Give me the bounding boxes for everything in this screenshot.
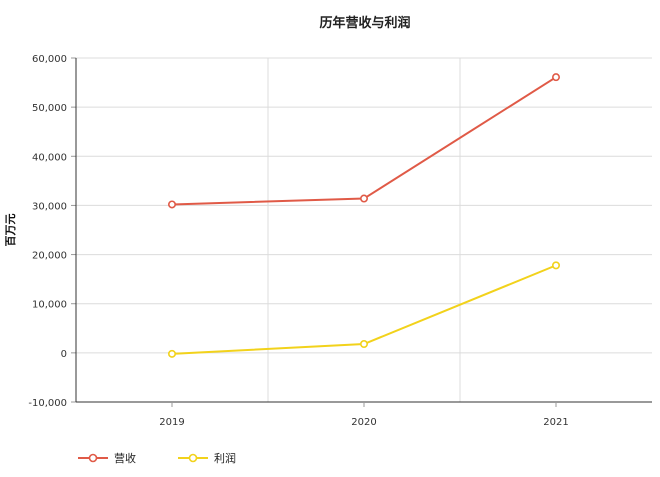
data-point-0-2 <box>551 73 560 82</box>
legend-label-revenue: 营收 <box>114 452 136 465</box>
y-tick-label: 40,000 <box>32 152 67 163</box>
y-tick-label: 50,000 <box>32 103 67 114</box>
chart-title: 历年营收与利润 <box>319 16 411 31</box>
legend-label-profit: 利润 <box>214 452 236 465</box>
x-tick-label: 2019 <box>159 417 184 428</box>
data-point-0-1 <box>359 194 368 203</box>
y-tick-label: 60,000 <box>32 54 67 65</box>
data-point-0-0 <box>168 200 177 209</box>
x-tick-label: 2020 <box>351 417 376 428</box>
x-tick-label: 2021 <box>543 417 568 428</box>
legend-marker-revenue-icon <box>78 453 108 463</box>
data-point-1-1 <box>359 340 368 349</box>
y-tick-label: 0 <box>61 349 67 360</box>
data-point-1-0 <box>168 349 177 358</box>
series-line-0 <box>171 76 557 206</box>
y-axis-label: 百万元 <box>4 214 17 247</box>
y-tick-label: -10,000 <box>28 398 67 409</box>
legend: 营收 利润 <box>78 450 236 466</box>
y-tick-label: 10,000 <box>32 300 67 311</box>
legend-marker-profit-icon <box>178 453 208 463</box>
legend-item-revenue[interactable]: 营收 <box>78 450 136 466</box>
legend-item-profit[interactable]: 利润 <box>178 450 236 466</box>
y-tick-label: 20,000 <box>32 251 67 262</box>
data-point-1-2 <box>551 261 560 270</box>
y-tick-label: 30,000 <box>32 201 67 212</box>
